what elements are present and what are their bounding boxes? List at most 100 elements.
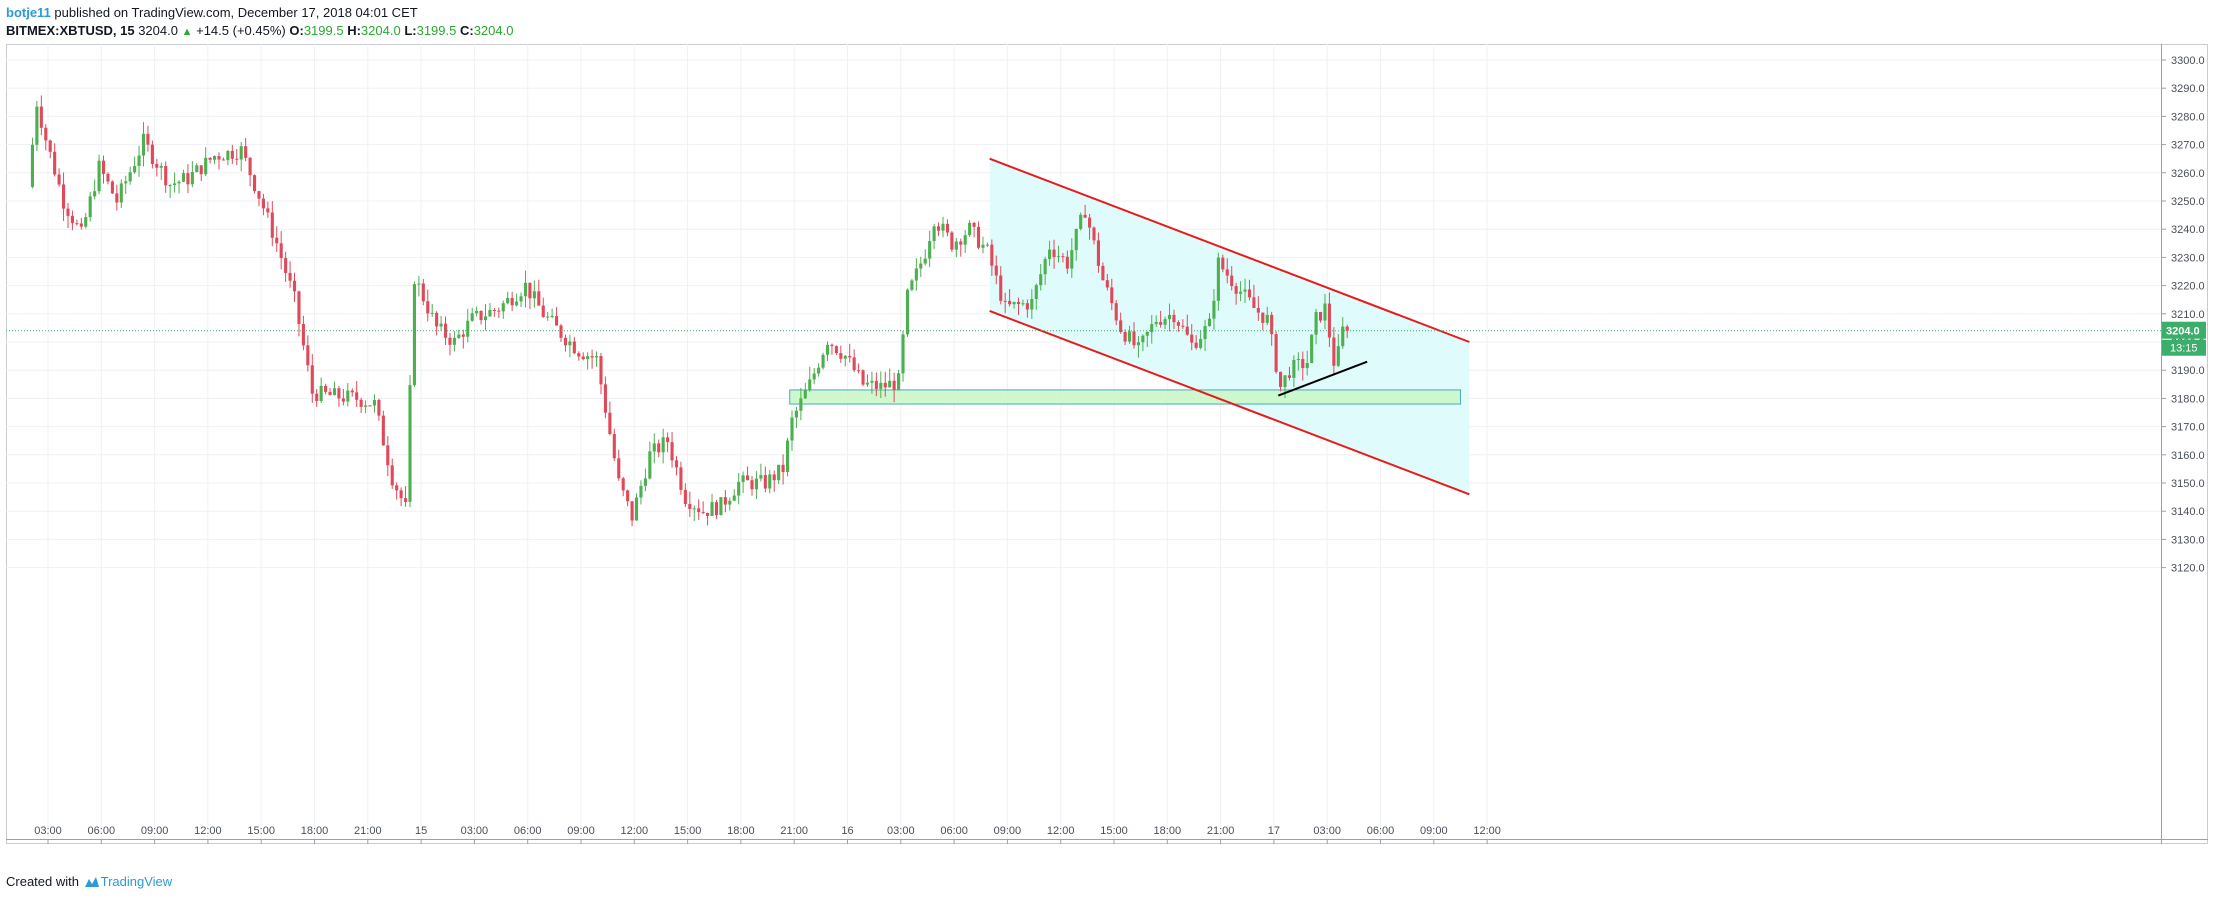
candle-body <box>1225 269 1229 276</box>
candle <box>879 371 883 399</box>
y-tick-label: 3260.0 <box>2171 168 2205 180</box>
candle <box>1190 324 1194 351</box>
candle-body <box>204 157 208 175</box>
candle-body <box>785 440 790 473</box>
candle-body <box>466 320 470 337</box>
candle <box>652 433 656 464</box>
candle-body <box>1318 312 1323 321</box>
candle-body <box>839 353 843 359</box>
x-tick-label: 03:00 <box>461 825 489 837</box>
candle-body <box>386 445 390 466</box>
candle-body <box>448 337 452 345</box>
tradingview-logo-icon <box>84 877 99 887</box>
candle-body <box>1167 314 1172 320</box>
candle <box>772 470 776 492</box>
channel-upper-line[interactable] <box>989 157 1470 343</box>
tradingview-brand[interactable]: TradingView <box>100 874 173 889</box>
candle-body <box>155 163 159 168</box>
candle-body <box>861 370 865 385</box>
candle-body <box>985 244 989 246</box>
candle <box>1318 311 1323 323</box>
trend-line[interactable] <box>1277 360 1368 397</box>
candle-body <box>141 133 146 156</box>
candle-body <box>324 385 328 392</box>
candle <box>634 493 639 521</box>
chart-frame[interactable]: 3300.0 3290.0 3280.0 3270.0 3260.0 3250.0 3240… <box>6 44 2208 844</box>
channel-lower-line[interactable] <box>989 310 1470 496</box>
candle <box>1163 316 1167 329</box>
candle <box>421 279 425 306</box>
candle <box>377 398 381 421</box>
candle <box>288 261 292 288</box>
candle <box>945 219 949 237</box>
candle <box>35 101 39 152</box>
candle-body <box>763 475 767 489</box>
candle-body <box>403 498 408 502</box>
candle <box>239 141 243 172</box>
candle-body <box>1301 359 1305 369</box>
candle <box>1221 254 1225 273</box>
candle-body <box>919 263 923 269</box>
candle <box>759 463 763 482</box>
candle <box>870 371 874 394</box>
candle-body <box>261 198 265 209</box>
y-tick-label: 3130.0 <box>2171 534 2205 546</box>
candle-body <box>128 172 132 182</box>
candlestick-chart[interactable]: 3300.0 3290.0 3280.0 3270.0 3260.0 3250.0 3240… <box>6 44 2208 844</box>
candle-body <box>1314 312 1318 335</box>
candle-body <box>857 370 861 372</box>
candle <box>1070 238 1074 278</box>
candle-body <box>1056 256 1061 258</box>
candle <box>994 255 998 285</box>
candle-body <box>1154 321 1158 325</box>
candle-body <box>137 155 141 166</box>
candle-body <box>510 297 514 306</box>
candle-body <box>177 181 181 184</box>
candle-body <box>377 399 381 416</box>
candle-body <box>30 144 35 187</box>
candle-body <box>750 480 754 490</box>
candle <box>728 497 732 511</box>
candle <box>324 383 328 395</box>
candle-body <box>355 392 359 400</box>
candle-body <box>119 183 123 203</box>
candle-body <box>670 442 674 461</box>
candle <box>1292 355 1296 388</box>
candle <box>515 293 519 307</box>
close-value: 3204.0 <box>473 23 514 38</box>
candle-body <box>452 337 456 345</box>
candle-body <box>181 173 186 182</box>
candle-body <box>1190 334 1194 343</box>
candle-body <box>905 289 910 335</box>
candle <box>834 345 838 356</box>
candle-body <box>244 146 248 158</box>
candle <box>1012 301 1016 309</box>
x-tick-label: 21:00 <box>780 825 808 837</box>
author-name[interactable]: botje11 <box>6 5 51 20</box>
candle-body <box>630 501 634 521</box>
candle <box>523 270 528 308</box>
candle <box>119 179 123 209</box>
candle <box>1199 330 1203 350</box>
candle <box>1074 228 1078 261</box>
candle <box>888 368 892 388</box>
candle-body <box>1252 297 1256 309</box>
high-value: 3204.0 <box>360 23 401 38</box>
candle <box>1314 308 1318 345</box>
candle <box>412 281 416 387</box>
candle <box>919 256 923 278</box>
support-zone-rect[interactable] <box>789 389 1461 405</box>
candle <box>719 496 723 516</box>
candle-body <box>834 346 838 354</box>
candle <box>794 407 798 428</box>
candle <box>639 480 643 505</box>
candle <box>1310 334 1314 364</box>
candle-body <box>954 241 958 250</box>
candle <box>417 276 421 297</box>
candle <box>1345 324 1349 339</box>
y-tick-label: 3270.0 <box>2171 140 2205 152</box>
candle <box>1052 239 1056 269</box>
y-tick-label: 3300.0 <box>2171 55 2205 67</box>
time-axis[interactable]: 03:00 06:00 09:00 12:00 15:00 18:00 21:00 15 03:… <box>34 825 1501 844</box>
candle <box>568 334 572 358</box>
